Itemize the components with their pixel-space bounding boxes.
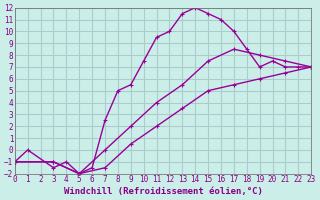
X-axis label: Windchill (Refroidissement éolien,°C): Windchill (Refroidissement éolien,°C): [64, 187, 262, 196]
